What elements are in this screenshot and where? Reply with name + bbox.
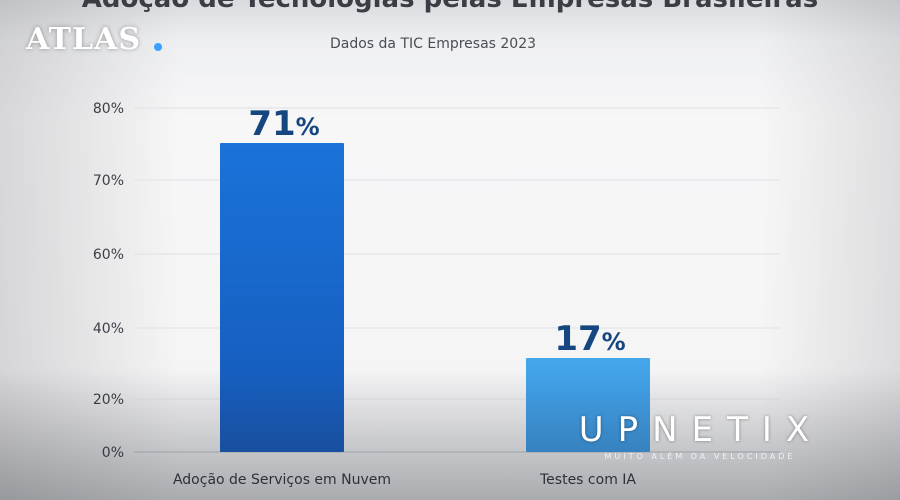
bottom-shade — [0, 370, 900, 500]
y-tick-label: 40% — [93, 321, 124, 337]
y-tick-label: 20% — [93, 392, 124, 408]
x-category-label: Adoção de Serviços em Nuvem — [173, 472, 391, 488]
right-vignette — [760, 0, 900, 500]
x-category-label: Testes com IA — [539, 472, 636, 488]
y-tick-label: 70% — [93, 173, 124, 189]
upnetix-tagline: MUITO ALÉM DA VELOCIDADE — [604, 452, 796, 461]
bar — [526, 358, 650, 452]
y-tick-label: 80% — [93, 101, 124, 117]
bar — [220, 143, 344, 452]
upnetix-logo: UPNETIX — [578, 410, 824, 450]
y-tick-label: 0% — [102, 445, 124, 461]
atlas-logo-dot — [154, 43, 162, 51]
y-tick-label: 60% — [93, 247, 124, 263]
chart-subtitle: Dados da TIC Empresas 2023 — [329, 36, 537, 52]
data-label: 71% — [248, 104, 319, 144]
chart-title: Adoção de Tecnologias pelas Empresas Bra… — [0, 0, 900, 14]
data-label: 17% — [554, 319, 625, 359]
left-vignette — [0, 0, 180, 500]
atlas-logo: ATLAS — [26, 22, 141, 57]
